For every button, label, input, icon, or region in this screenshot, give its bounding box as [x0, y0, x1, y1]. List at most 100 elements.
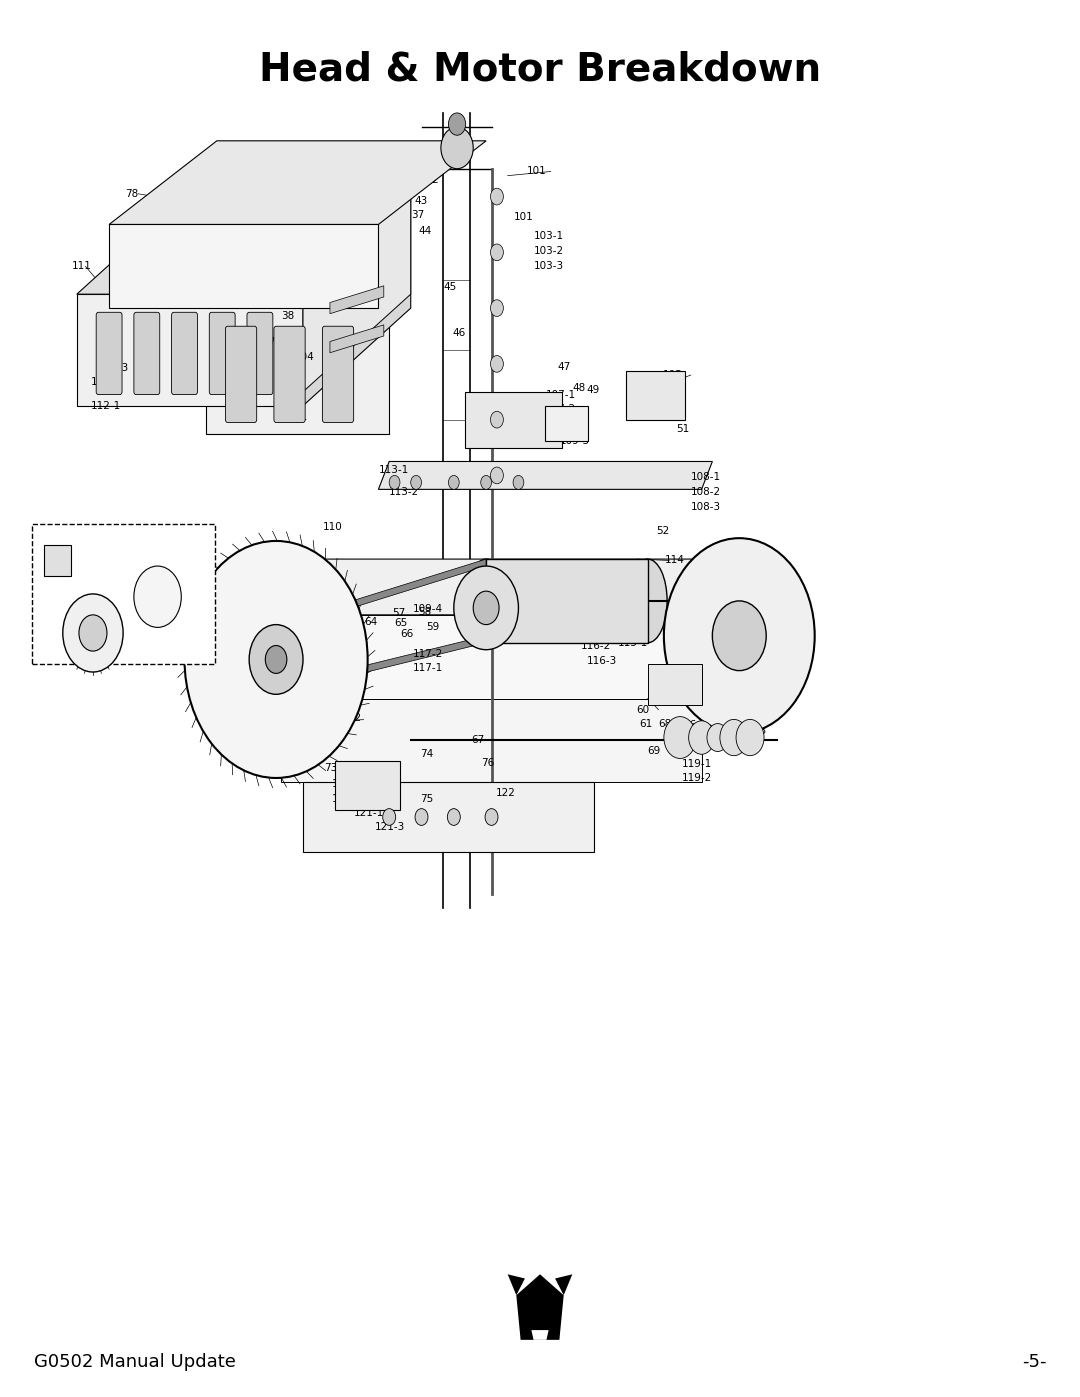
- Polygon shape: [282, 698, 702, 782]
- Text: 75: 75: [420, 793, 434, 803]
- Text: 109-3: 109-3: [559, 436, 590, 446]
- Circle shape: [382, 809, 395, 826]
- Circle shape: [664, 538, 814, 733]
- Text: 103-3: 103-3: [534, 261, 564, 271]
- Text: 68: 68: [659, 718, 672, 729]
- Text: 113-1: 113-1: [378, 465, 408, 475]
- Text: 103-1: 103-1: [534, 231, 564, 240]
- Text: 108-3: 108-3: [691, 503, 721, 513]
- Circle shape: [448, 113, 465, 136]
- Text: 37: 37: [410, 210, 424, 219]
- Polygon shape: [516, 1274, 564, 1340]
- Circle shape: [689, 721, 715, 754]
- Circle shape: [664, 717, 697, 759]
- Text: 53: 53: [275, 553, 288, 563]
- Text: 51: 51: [676, 425, 689, 434]
- Text: 50: 50: [674, 394, 687, 404]
- Bar: [44, 545, 71, 576]
- Polygon shape: [206, 309, 389, 433]
- Text: 112-1: 112-1: [91, 401, 121, 411]
- Text: 116-3: 116-3: [586, 655, 617, 666]
- Text: 107-2: 107-2: [545, 404, 576, 414]
- Circle shape: [447, 809, 460, 826]
- Text: 106-1: 106-1: [323, 226, 352, 236]
- Circle shape: [490, 467, 503, 483]
- Text: 65: 65: [394, 619, 408, 629]
- Text: 53-2: 53-2: [80, 629, 104, 638]
- Text: 101: 101: [514, 212, 534, 222]
- Text: 32: 32: [729, 654, 742, 665]
- Text: 38: 38: [282, 312, 295, 321]
- Text: 113-2: 113-2: [389, 488, 419, 497]
- Polygon shape: [77, 295, 303, 405]
- Text: 110: 110: [323, 522, 342, 532]
- Bar: [648, 664, 702, 705]
- Circle shape: [490, 411, 503, 427]
- Circle shape: [185, 541, 367, 778]
- Text: 66: 66: [684, 719, 697, 731]
- Polygon shape: [545, 405, 589, 440]
- Polygon shape: [109, 225, 378, 309]
- Text: 109-4: 109-4: [413, 605, 443, 615]
- Text: 120-3: 120-3: [332, 778, 362, 788]
- Text: 45: 45: [443, 282, 456, 292]
- Polygon shape: [486, 559, 648, 643]
- Circle shape: [441, 127, 473, 169]
- Text: 77: 77: [269, 337, 282, 346]
- Polygon shape: [464, 391, 562, 447]
- Text: 76: 76: [481, 757, 494, 767]
- FancyBboxPatch shape: [247, 313, 273, 394]
- FancyBboxPatch shape: [210, 313, 235, 394]
- Text: 71: 71: [710, 732, 723, 743]
- Text: 112-2: 112-2: [91, 377, 121, 387]
- Text: 118-2: 118-2: [213, 644, 243, 655]
- FancyBboxPatch shape: [172, 313, 198, 394]
- Circle shape: [485, 809, 498, 826]
- Text: 55: 55: [612, 602, 625, 612]
- Text: 67: 67: [471, 735, 484, 746]
- Circle shape: [448, 475, 459, 489]
- Circle shape: [63, 594, 123, 672]
- Polygon shape: [555, 1274, 572, 1295]
- Text: G0502 Manual Update: G0502 Manual Update: [33, 1352, 235, 1370]
- Text: 46: 46: [453, 328, 465, 338]
- Text: 64: 64: [364, 617, 378, 627]
- Text: 104: 104: [295, 352, 314, 362]
- Ellipse shape: [467, 559, 505, 643]
- Text: 120-2: 120-2: [332, 712, 362, 724]
- Text: 117-1: 117-1: [413, 662, 443, 673]
- Circle shape: [490, 300, 503, 317]
- Circle shape: [266, 645, 287, 673]
- Circle shape: [134, 566, 181, 627]
- Text: 115-2: 115-2: [738, 710, 768, 721]
- Text: 122: 122: [496, 788, 516, 798]
- FancyBboxPatch shape: [274, 327, 306, 422]
- Text: 116-2: 116-2: [581, 640, 611, 651]
- Text: 56: 56: [734, 615, 747, 624]
- Polygon shape: [271, 615, 680, 698]
- Text: 78: 78: [125, 189, 138, 198]
- Circle shape: [490, 244, 503, 261]
- Text: 41: 41: [295, 412, 308, 422]
- Circle shape: [481, 475, 491, 489]
- Text: 69: 69: [648, 746, 661, 757]
- Text: 72: 72: [720, 732, 733, 743]
- Text: 42: 42: [429, 156, 443, 166]
- Text: 59: 59: [426, 623, 440, 633]
- Text: -5-: -5-: [1022, 1352, 1047, 1370]
- Text: 118-1: 118-1: [213, 609, 243, 619]
- Text: 70: 70: [699, 719, 712, 731]
- Polygon shape: [626, 370, 686, 419]
- Circle shape: [410, 475, 421, 489]
- Text: 121-2: 121-2: [332, 793, 363, 803]
- FancyBboxPatch shape: [323, 327, 353, 422]
- Text: 109-1: 109-1: [559, 411, 590, 420]
- Polygon shape: [303, 183, 410, 391]
- Text: 66: 66: [400, 630, 414, 640]
- Text: 111: 111: [71, 261, 92, 271]
- Circle shape: [415, 809, 428, 826]
- Circle shape: [720, 719, 748, 756]
- FancyBboxPatch shape: [226, 327, 257, 422]
- Text: 73: 73: [325, 763, 338, 773]
- Text: 57: 57: [392, 609, 406, 619]
